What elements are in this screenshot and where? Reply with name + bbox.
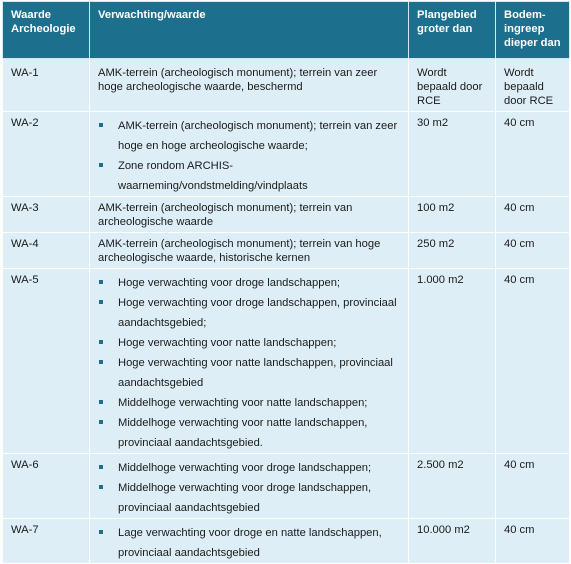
list-item: Hoge verwachting voor droge landschappen…: [98, 293, 404, 333]
plangebied-value: 100 m2: [408, 196, 496, 233]
plangebied-value: 1.000 m2: [408, 268, 496, 454]
list-item-text: Hoge verwachting voor droge landschappen…: [118, 277, 341, 289]
list-item-text: Middelhoge verwachting voor natte landsc…: [118, 417, 368, 449]
bodemingreep-value: 40 cm: [495, 232, 570, 269]
waarde-code: WA-5: [2, 268, 90, 454]
bodemingreep-value: Wordt bepaald door RCE: [495, 58, 570, 112]
bodemingreep-value: 40 cm: [495, 518, 570, 564]
list-item-text: Zone rondom ARCHIS-waarneming/vondstmeld…: [118, 160, 308, 192]
bodemingreep-value: 40 cm: [495, 268, 570, 454]
list-item: Zone rondom ARCHIS-waarneming/vondstmeld…: [98, 156, 404, 196]
waarde-code: WA-7: [2, 518, 90, 564]
verwachting-cell: AMK-terrein (archeologisch monument); te…: [89, 58, 409, 112]
verwachting-cell: Lage verwachting voor droge en natte lan…: [89, 518, 409, 564]
header-row: Waarde Archeologie Verwachting/waarde Pl…: [2, 1, 570, 59]
plangebied-value: 30 m2: [408, 111, 496, 197]
square-bullet-icon: [99, 465, 103, 469]
verwachting-list: AMK-terrein (archeologisch monument); te…: [98, 116, 404, 196]
square-bullet-icon: [99, 485, 103, 489]
square-bullet-icon: [99, 360, 103, 364]
list-item: Lage verwachting voor droge en natte lan…: [98, 523, 404, 563]
header-waarde-archeologie: Waarde Archeologie: [2, 1, 90, 59]
list-item: Hoge verwachting voor natte landschappen…: [98, 333, 404, 353]
waarde-code: WA-3: [2, 196, 90, 233]
square-bullet-icon: [99, 530, 103, 534]
verwachting-cell: Hoge verwachting voor droge landschappen…: [89, 268, 409, 454]
waarde-code: WA-2: [2, 111, 90, 197]
verwachting-cell: AMK-terrein (archeologisch monument); te…: [89, 196, 409, 233]
table-row: WA-3 AMK-terrein (archeologisch monument)…: [2, 196, 570, 233]
square-bullet-icon: [99, 300, 103, 304]
square-bullet-icon: [99, 163, 103, 167]
waarde-code: WA-1: [2, 58, 90, 112]
list-item-text: Middelhoge verwachting voor droge landsc…: [118, 482, 372, 514]
list-item-text: Hoge verwachting voor natte landschappen…: [118, 357, 393, 389]
list-item: Middelhoge verwachting voor natte landsc…: [98, 413, 404, 453]
list-item: Middelhoge verwachting voor droge landsc…: [98, 478, 404, 518]
plangebied-value: Wordt bepaald door RCE: [408, 58, 496, 112]
table-row: WA-7 Lage verwachting voor droge en natte…: [2, 518, 570, 564]
list-item-text: AMK-terrein (archeologisch monument); te…: [118, 120, 398, 152]
list-item: Hoge verwachting voor droge landschappen…: [98, 273, 404, 293]
square-bullet-icon: [99, 420, 103, 424]
header-plangebied: Plangebied groter dan: [408, 1, 496, 59]
square-bullet-icon: [99, 123, 103, 127]
header-verwachting-waarde: Verwachting/waarde: [89, 1, 409, 59]
verwachting-cell: AMK-terrein (archeologisch monument); te…: [89, 111, 409, 197]
table-row: WA-2 AMK-terrein (archeologisch monument)…: [2, 111, 570, 197]
list-item: AMK-terrein (archeologisch monument); te…: [98, 116, 404, 156]
table-row: WA-6 Middelhoge verwachting voor droge la…: [2, 453, 570, 519]
list-item-text: Middelhoge verwachting voor droge landsc…: [118, 462, 372, 474]
list-item: Middelhoge verwachting voor droge landsc…: [98, 458, 404, 478]
list-item-text: Hoge verwachting voor natte landschappen…: [118, 337, 337, 349]
table-row: WA-1 AMK-terrein (archeologisch monument)…: [2, 58, 570, 112]
waarde-code: WA-6: [2, 453, 90, 519]
table-row: WA-4 AMK-terrein (archeologisch monument)…: [2, 232, 570, 269]
verwachting-list: Lage verwachting voor droge en natte lan…: [98, 523, 404, 563]
bodemingreep-value: 40 cm: [495, 111, 570, 197]
verwachting-cell: Middelhoge verwachting voor droge landsc…: [89, 453, 409, 519]
square-bullet-icon: [99, 340, 103, 344]
square-bullet-icon: [99, 280, 103, 284]
table-row: WA-5 Hoge verwachting voor droge landscha…: [2, 268, 570, 454]
list-item-text: Middelhoge verwachting voor natte landsc…: [118, 397, 368, 409]
bodemingreep-value: 40 cm: [495, 196, 570, 233]
bodemingreep-value: 40 cm: [495, 453, 570, 519]
header-bodemingreep: Bodem- ingreep dieper dan: [495, 1, 570, 59]
plangebied-value: 2.500 m2: [408, 453, 496, 519]
list-item: Hoge verwachting voor natte landschappen…: [98, 353, 404, 393]
waarde-code: WA-4: [2, 232, 90, 269]
list-item-text: Lage verwachting voor droge en natte lan…: [118, 527, 382, 559]
plangebied-value: 250 m2: [408, 232, 496, 269]
list-item-text: Hoge verwachting voor droge landschappen…: [118, 297, 397, 329]
verwachting-list: Middelhoge verwachting voor droge landsc…: [98, 458, 404, 518]
verwachting-cell: AMK-terrein (archeologisch monument); te…: [89, 232, 409, 269]
list-item: Middelhoge verwachting voor natte landsc…: [98, 393, 404, 413]
verwachting-list: Hoge verwachting voor droge landschappen…: [98, 273, 404, 453]
square-bullet-icon: [99, 400, 103, 404]
plangebied-value: 10.000 m2: [408, 518, 496, 564]
